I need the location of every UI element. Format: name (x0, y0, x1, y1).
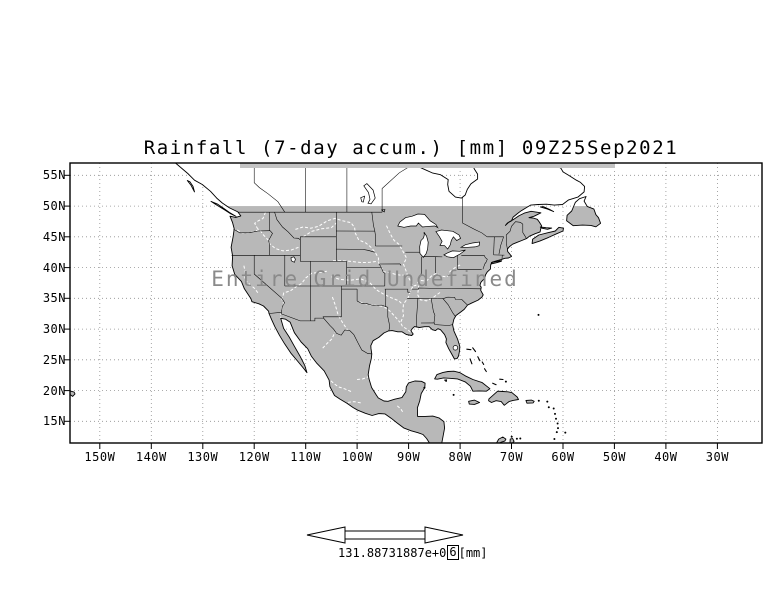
y-tick-label: 30N (42, 322, 66, 337)
map-lakes (290, 183, 481, 351)
y-tick-label: 50N (42, 199, 66, 214)
y-tick-label: 55N (42, 168, 66, 183)
overlay-message: Entire Grid Undefined (211, 267, 519, 291)
colorbar-label: 131.88731887e+0 6 [mm] (338, 545, 488, 560)
colorbar-right-arrow (424, 526, 464, 544)
x-tick-label: 40W (654, 450, 678, 464)
x-tick-label: 150W (84, 450, 116, 464)
axis-ticks (64, 174, 718, 449)
x-tick-label: 30W (705, 450, 729, 464)
map-borders (231, 163, 527, 355)
y-tick-label: 40N (42, 260, 66, 275)
lake-okeechobee (452, 345, 459, 351)
y-tick-label: 45N (42, 229, 66, 244)
map-rivers (233, 212, 461, 414)
x-tick-label: 90W (397, 450, 421, 464)
y-tick-label: 20N (42, 383, 66, 398)
colorbar-bar (344, 530, 426, 540)
x-tick-label: 110W (290, 450, 322, 464)
colorbar-left-arrow (306, 526, 346, 544)
x-tick-label: 70W (499, 450, 524, 464)
x-tick-label: 100W (341, 450, 373, 464)
map-coastlines (69, 162, 602, 444)
colorbar (306, 526, 464, 544)
shaded-region (70, 206, 601, 443)
x-tick-label: 140W (135, 450, 167, 464)
colorbar-value: 131.88731887e+0 (338, 545, 447, 560)
y-tick-label: 25N (42, 352, 66, 367)
map-small-islands (423, 313, 567, 440)
map-plot (64, 162, 763, 449)
colorbar-boxed-digit: 6 (447, 545, 459, 560)
x-tick-label: 50W (602, 450, 627, 464)
y-tick-label: 15N (42, 414, 66, 429)
x-tick-label: 130W (187, 450, 219, 464)
y-tick-label: 35N (42, 291, 66, 306)
plot-title: Rainfall (7-day accum.) [mm] 09Z25Sep202… (143, 137, 679, 159)
x-tick-label: 80W (448, 450, 472, 464)
top-strip (240, 163, 615, 168)
colorbar-units: [mm] (458, 545, 488, 560)
plot-frame (69, 162, 763, 444)
x-tick-label: 120W (238, 450, 270, 464)
x-tick-label: 60W (551, 450, 575, 464)
